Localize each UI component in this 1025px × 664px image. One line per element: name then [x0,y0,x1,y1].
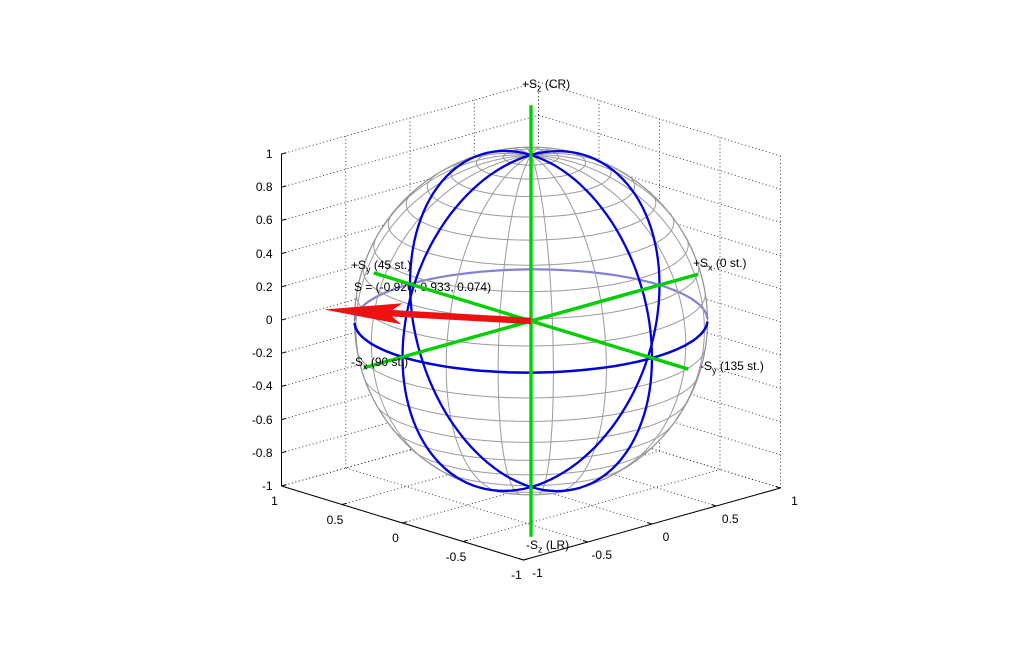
tick-marks [281,152,781,561]
